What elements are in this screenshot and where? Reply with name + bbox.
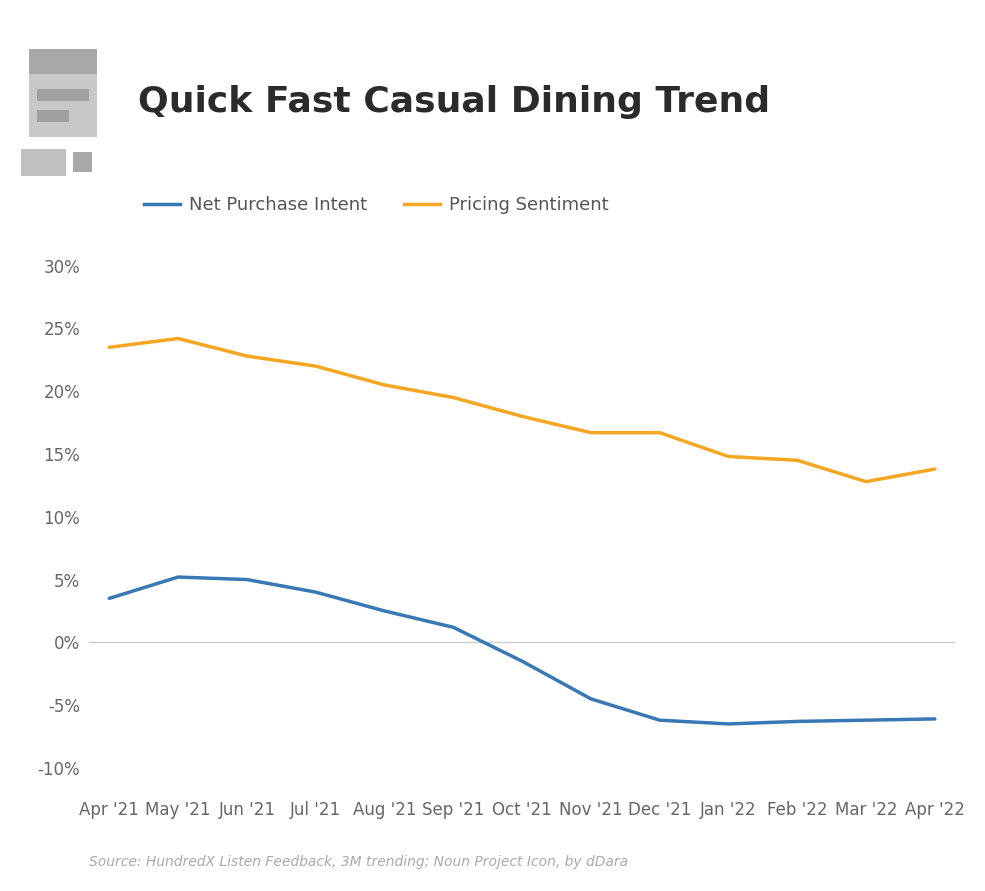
Bar	[30, 49, 97, 74]
Bar	[37, 89, 89, 102]
Legend: Net Purchase Intent, Pricing Sentiment: Net Purchase Intent, Pricing Sentiment	[137, 189, 616, 221]
Bar	[73, 152, 93, 172]
Bar	[21, 149, 66, 176]
Text: Source: HundredX Listen Feedback, 3M trending; Noun Project Icon, by dDara: Source: HundredX Listen Feedback, 3M tre…	[89, 854, 627, 869]
Text: Quick Fast Casual Dining Trend: Quick Fast Casual Dining Trend	[138, 85, 770, 119]
Bar	[37, 110, 69, 121]
Bar	[30, 49, 97, 136]
